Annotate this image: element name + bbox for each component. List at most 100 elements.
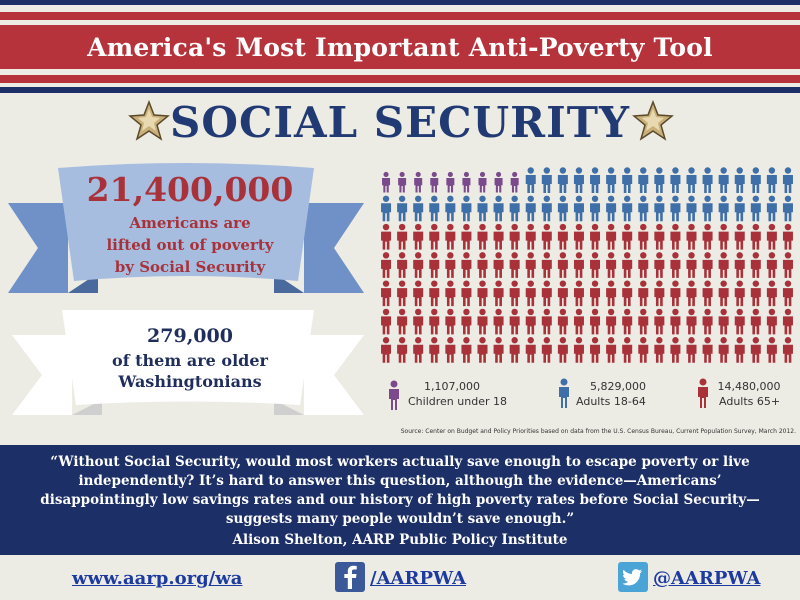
person-icon bbox=[622, 195, 633, 222]
person-icon bbox=[413, 195, 424, 222]
person-icon bbox=[382, 171, 391, 193]
person-icon bbox=[622, 223, 633, 250]
person-icon bbox=[414, 171, 423, 193]
person-icon bbox=[541, 195, 552, 222]
lifted-count: 21,400,000 bbox=[86, 170, 294, 209]
facebook-icon[interactable] bbox=[335, 562, 365, 592]
person-icon bbox=[397, 308, 408, 335]
person-icon bbox=[670, 252, 681, 278]
person-icon bbox=[477, 195, 488, 222]
person-icon bbox=[557, 167, 568, 193]
person-icon bbox=[397, 337, 408, 363]
person-icon bbox=[766, 223, 777, 250]
quote-line-3: disappointingly low savings rates and ou… bbox=[40, 492, 760, 508]
washington-line-1: of them are older bbox=[112, 351, 268, 370]
person-icon bbox=[782, 167, 793, 193]
person-icon bbox=[381, 308, 392, 335]
banner-stripe-navy bbox=[0, 87, 800, 93]
quote-line-1: “Without Social Security, would most wor… bbox=[50, 454, 750, 470]
person-icon bbox=[525, 337, 536, 363]
person-icon bbox=[686, 167, 697, 193]
lifted-description: Americans are lifted out of poverty by S… bbox=[80, 212, 300, 278]
person-icon bbox=[398, 171, 407, 193]
person-icon bbox=[766, 308, 777, 335]
person-icon bbox=[766, 337, 777, 363]
person-icon bbox=[590, 308, 601, 335]
person-icon bbox=[478, 171, 487, 193]
facebook-link[interactable]: /AARPWA bbox=[370, 568, 467, 589]
lifted-line-1: Americans are bbox=[129, 214, 251, 232]
person-icon bbox=[445, 308, 456, 335]
person-icon bbox=[734, 280, 745, 307]
headline: SOCIAL SECURITY bbox=[170, 98, 630, 147]
person-icon bbox=[766, 195, 777, 222]
person-icon bbox=[509, 223, 520, 250]
person-icon bbox=[638, 167, 649, 193]
person-icon bbox=[606, 167, 617, 193]
person-icon bbox=[654, 223, 665, 250]
person-icon bbox=[429, 280, 440, 307]
person-icon bbox=[557, 280, 568, 307]
person-icon bbox=[413, 337, 424, 363]
person-icon bbox=[493, 252, 504, 278]
person-icon bbox=[494, 171, 503, 193]
person-icon bbox=[718, 167, 729, 193]
person-icon bbox=[654, 252, 665, 278]
person-icon bbox=[686, 308, 697, 335]
twitter-icon[interactable] bbox=[618, 562, 648, 592]
person-icon bbox=[782, 280, 793, 307]
quote-line-2: independently? It’s hard to answer this … bbox=[78, 473, 722, 489]
lifted-line-2: lifted out of poverty bbox=[106, 236, 274, 254]
person-icon bbox=[698, 378, 708, 408]
source-note: Source: Center on Budget and Policy Prio… bbox=[400, 428, 796, 435]
person-icon bbox=[381, 280, 392, 307]
person-icon bbox=[702, 280, 713, 307]
person-icon bbox=[413, 280, 424, 307]
person-icon bbox=[445, 195, 456, 222]
person-icon bbox=[782, 223, 793, 250]
person-icon bbox=[622, 337, 633, 363]
person-icon bbox=[606, 195, 617, 222]
person-icon bbox=[493, 308, 504, 335]
person-icon bbox=[766, 252, 777, 278]
person-icon bbox=[606, 337, 617, 363]
person-icon bbox=[573, 167, 584, 193]
person-icon bbox=[573, 223, 584, 250]
top-stripe-navy bbox=[0, 0, 800, 5]
person-icon bbox=[493, 195, 504, 222]
person-icon bbox=[397, 280, 408, 307]
person-icon bbox=[766, 167, 777, 193]
banner-title: America's Most Important Anti-Poverty To… bbox=[0, 25, 800, 69]
quote-line-4: suggests many people wouldn’t save enoug… bbox=[225, 511, 575, 527]
person-icon bbox=[654, 308, 665, 335]
person-icon bbox=[557, 195, 568, 222]
twitter-link[interactable]: @AARPWA bbox=[653, 568, 761, 589]
person-icon bbox=[413, 252, 424, 278]
person-icon bbox=[461, 308, 472, 335]
person-icon bbox=[590, 223, 601, 250]
person-icon bbox=[702, 337, 713, 363]
person-icon bbox=[750, 167, 761, 193]
person-icon bbox=[702, 195, 713, 222]
person-icon bbox=[509, 308, 520, 335]
person-icon bbox=[461, 223, 472, 250]
person-icon bbox=[622, 167, 633, 193]
person-icon bbox=[718, 280, 729, 307]
person-icon bbox=[718, 223, 729, 250]
person-icon bbox=[429, 195, 440, 222]
banner-stripe-red bbox=[0, 75, 800, 83]
person-icon bbox=[670, 280, 681, 307]
person-icon bbox=[461, 195, 472, 222]
person-icon bbox=[670, 337, 681, 363]
person-icon bbox=[429, 308, 440, 335]
person-icon bbox=[445, 223, 456, 250]
website-link[interactable]: www.aarp.org/wa bbox=[72, 568, 243, 589]
person-icon bbox=[573, 252, 584, 278]
person-icon bbox=[445, 280, 456, 307]
person-icon bbox=[541, 280, 552, 307]
washington-line-2: Washingtonians bbox=[118, 372, 262, 391]
washington-description: of them are older Washingtonians bbox=[80, 350, 300, 392]
person-icon bbox=[462, 171, 471, 193]
person-icon bbox=[750, 252, 761, 278]
person-icon bbox=[606, 280, 617, 307]
